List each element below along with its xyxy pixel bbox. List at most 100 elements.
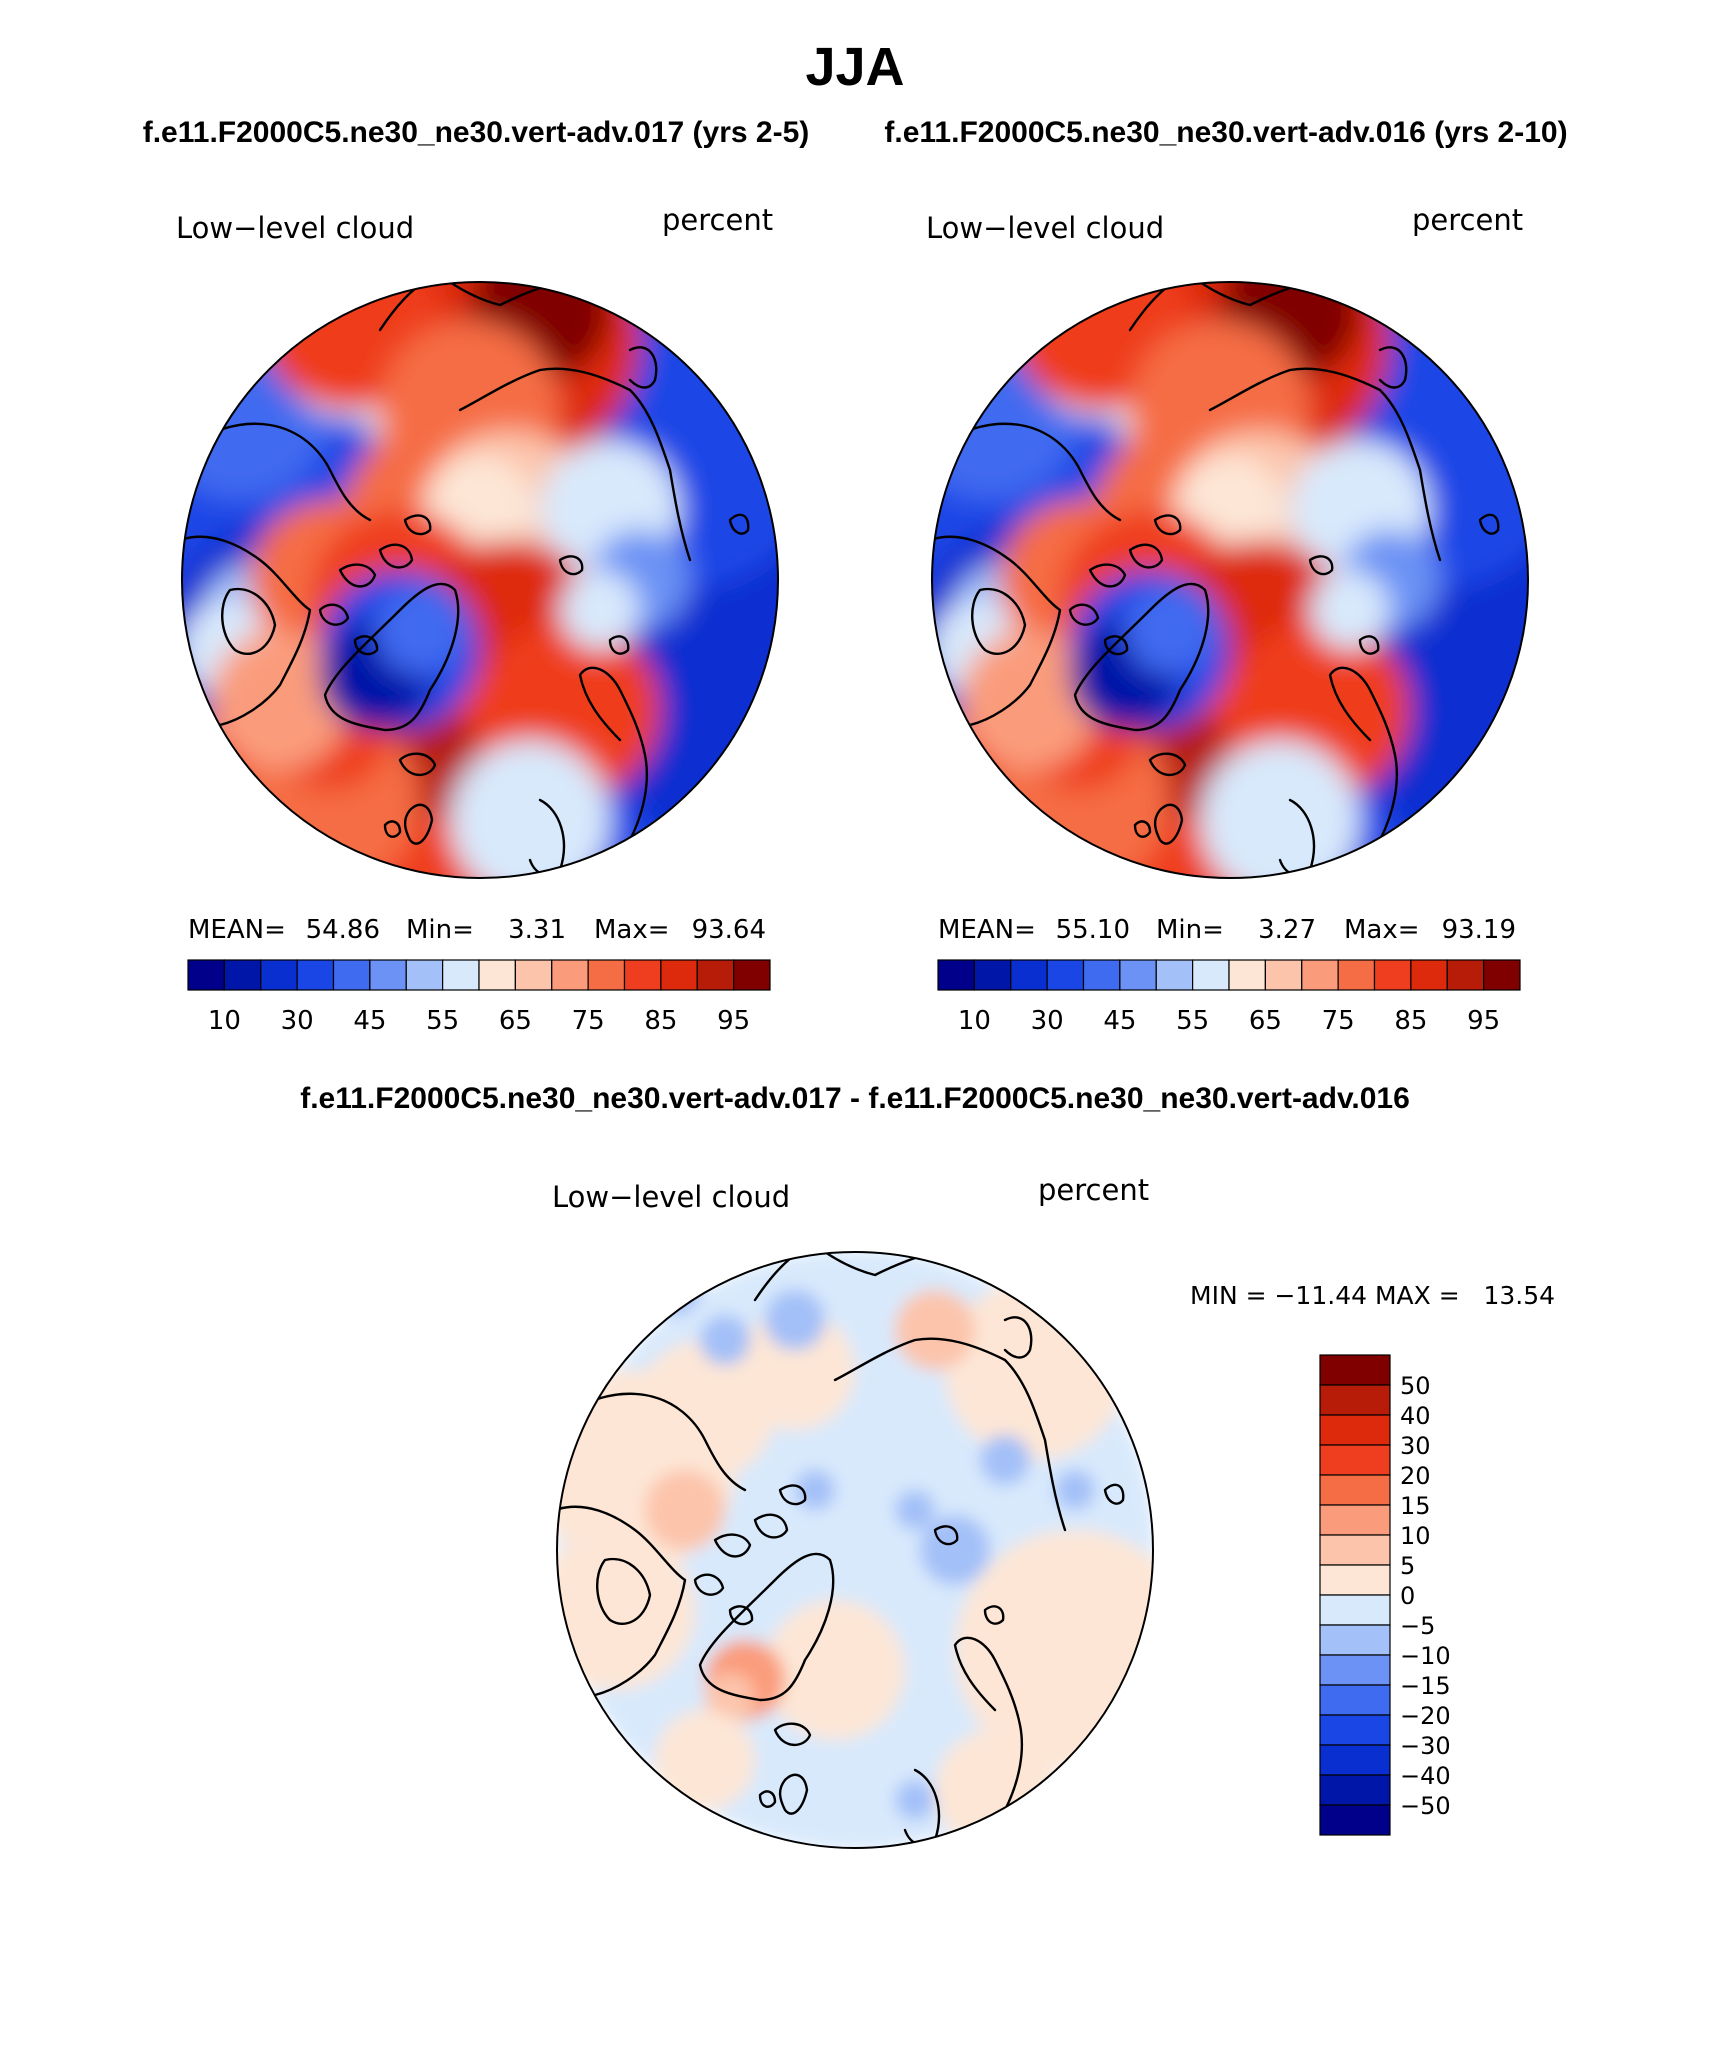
right-variable-label: Low−level cloud — [926, 211, 1164, 245]
colorbar-tick-label: 15 — [1400, 1492, 1431, 1520]
colorbar-swatch — [660, 959, 698, 991]
right-min-label: Min= — [1156, 915, 1224, 945]
colorbar-swatch — [1319, 1414, 1391, 1446]
right-mean-label: MEAN= — [938, 915, 1036, 945]
colorbar-tick-label: 30 — [1400, 1432, 1431, 1460]
colorbar-tick-label: 0 — [1400, 1582, 1415, 1610]
colorbar-swatch — [973, 959, 1012, 991]
colorbar-tick-label: 95 — [717, 1006, 750, 1036]
colorbar-swatch — [1319, 1804, 1391, 1836]
colorbar-tick-label: −20 — [1400, 1702, 1451, 1730]
colorbar-tick-label: 65 — [1249, 1006, 1282, 1036]
colorbar-swatch — [1119, 959, 1157, 991]
colorbar-swatch — [442, 959, 480, 991]
colorbar-swatch — [1319, 1684, 1391, 1716]
colorbar-tick-label: 85 — [644, 1006, 677, 1036]
colorbar-swatch — [514, 959, 553, 991]
colorbar-swatch — [1319, 1744, 1391, 1776]
colorbar-swatch — [260, 959, 298, 991]
left-mean-label: MEAN= — [188, 915, 286, 945]
colorbar-swatch — [1319, 1384, 1391, 1416]
colorbar-tick-label: −30 — [1400, 1732, 1451, 1760]
colorbar-tick-label: 75 — [1322, 1006, 1355, 1036]
left-mean-value: 54.86 — [306, 915, 380, 945]
colorbar-tick-label: 50 — [1400, 1372, 1431, 1400]
left-variable-label: Low−level cloud — [176, 211, 414, 245]
colorbar-tick-label: 20 — [1400, 1462, 1431, 1490]
colorbar-swatch — [1046, 959, 1085, 991]
colorbar-swatch — [1319, 1534, 1391, 1566]
right-max-value: 93.19 — [1442, 915, 1516, 945]
colorbar-swatch — [1319, 1474, 1391, 1506]
colorbar-swatch — [332, 959, 371, 991]
colorbar-swatch — [369, 959, 407, 991]
colorbar-tick-label: 95 — [1467, 1006, 1500, 1036]
colorbar-tick-label: 10 — [208, 1006, 241, 1036]
colorbar-swatch — [623, 959, 662, 991]
left-stats: MEAN= 54.86 Min= 3.31 Max= 93.64 — [188, 915, 766, 945]
colorbar-tick-label: 10 — [1400, 1522, 1431, 1550]
colorbar-tick-label: 40 — [1400, 1402, 1431, 1430]
colorbar-swatch — [1319, 1354, 1391, 1386]
subtitle-left: f.e11.F2000C5.ne30_ne30.vert-adv.017 (yr… — [143, 116, 810, 149]
colorbar-swatch — [1301, 959, 1339, 991]
subtitle-right: f.e11.F2000C5.ne30_ne30.vert-adv.016 (yr… — [884, 116, 1567, 149]
colorbar-tick-label: 45 — [353, 1006, 386, 1036]
colorbar-swatch — [1264, 959, 1303, 991]
colorbar-swatch — [223, 959, 262, 991]
diff-variable-label: Low−level cloud — [552, 1180, 790, 1214]
difference-title: f.e11.F2000C5.ne30_ne30.vert-adv.017 - f… — [300, 1082, 1410, 1115]
diff-minmax-label: MIN = −11.44 MAX = 13.54 — [1190, 1281, 1555, 1310]
colorbar-swatch — [296, 959, 335, 991]
colorbar-tick-label: 55 — [426, 1006, 459, 1036]
colorbar-swatch — [1082, 959, 1121, 991]
colorbar-swatch — [1319, 1654, 1391, 1686]
colorbar-tick-label: 30 — [1031, 1006, 1064, 1036]
left-max-label: Max= — [594, 915, 670, 945]
colorbar-tick-label: 5 — [1400, 1552, 1415, 1580]
colorbar-swatch — [1228, 959, 1266, 991]
left-min-value: 3.31 — [508, 915, 566, 945]
colorbar-swatch — [1319, 1594, 1391, 1626]
colorbar-swatch — [551, 959, 589, 991]
colorbar-swatch — [1337, 959, 1376, 991]
right-stats: MEAN= 55.10 Min= 3.27 Max= 93.19 — [938, 915, 1516, 945]
main-title: JJA — [805, 37, 904, 97]
diff-units-label: percent — [1038, 1173, 1149, 1207]
left-colorbar: 10 30 45 55 65 75 85 95 — [187, 959, 771, 1036]
colorbar-tick-label: −10 — [1400, 1642, 1451, 1670]
colorbar-swatch — [1319, 1624, 1391, 1656]
colorbar-swatch — [1373, 959, 1412, 991]
colorbar-swatch — [1010, 959, 1048, 991]
colorbar-swatch — [1483, 959, 1521, 991]
colorbar-tick-label: 30 — [281, 1006, 314, 1036]
colorbar-swatch — [1446, 959, 1485, 991]
colorbar-swatch — [1319, 1564, 1391, 1596]
colorbar-tick-label: 10 — [958, 1006, 991, 1036]
colorbar-tick-label: 45 — [1103, 1006, 1136, 1036]
colorbar-swatch — [1192, 959, 1230, 991]
colorbar-tick-label: 65 — [499, 1006, 532, 1036]
colorbar-swatch — [733, 959, 771, 991]
colorbar-swatch — [405, 959, 444, 991]
difference-polar-map — [557, 1252, 1153, 1848]
colorbar-tick-label: −50 — [1400, 1792, 1451, 1820]
colorbar-swatch — [937, 959, 975, 991]
left-max-value: 93.64 — [692, 915, 766, 945]
right-max-label: Max= — [1344, 915, 1420, 945]
colorbar-swatch — [1155, 959, 1194, 991]
colorbar-swatch — [1319, 1714, 1391, 1746]
left-min-label: Min= — [406, 915, 474, 945]
left-polar-map — [182, 282, 778, 878]
colorbar-swatch — [1319, 1774, 1391, 1806]
right-colorbar: 10 30 45 55 65 75 85 95 — [937, 959, 1521, 1036]
right-mean-value: 55.10 — [1056, 915, 1130, 945]
colorbar-tick-label: 75 — [572, 1006, 605, 1036]
right-min-value: 3.27 — [1258, 915, 1316, 945]
colorbar-tick-label: 55 — [1176, 1006, 1209, 1036]
left-units-label: percent — [662, 203, 773, 237]
right-polar-map — [932, 282, 1528, 878]
right-units-label: percent — [1412, 203, 1523, 237]
